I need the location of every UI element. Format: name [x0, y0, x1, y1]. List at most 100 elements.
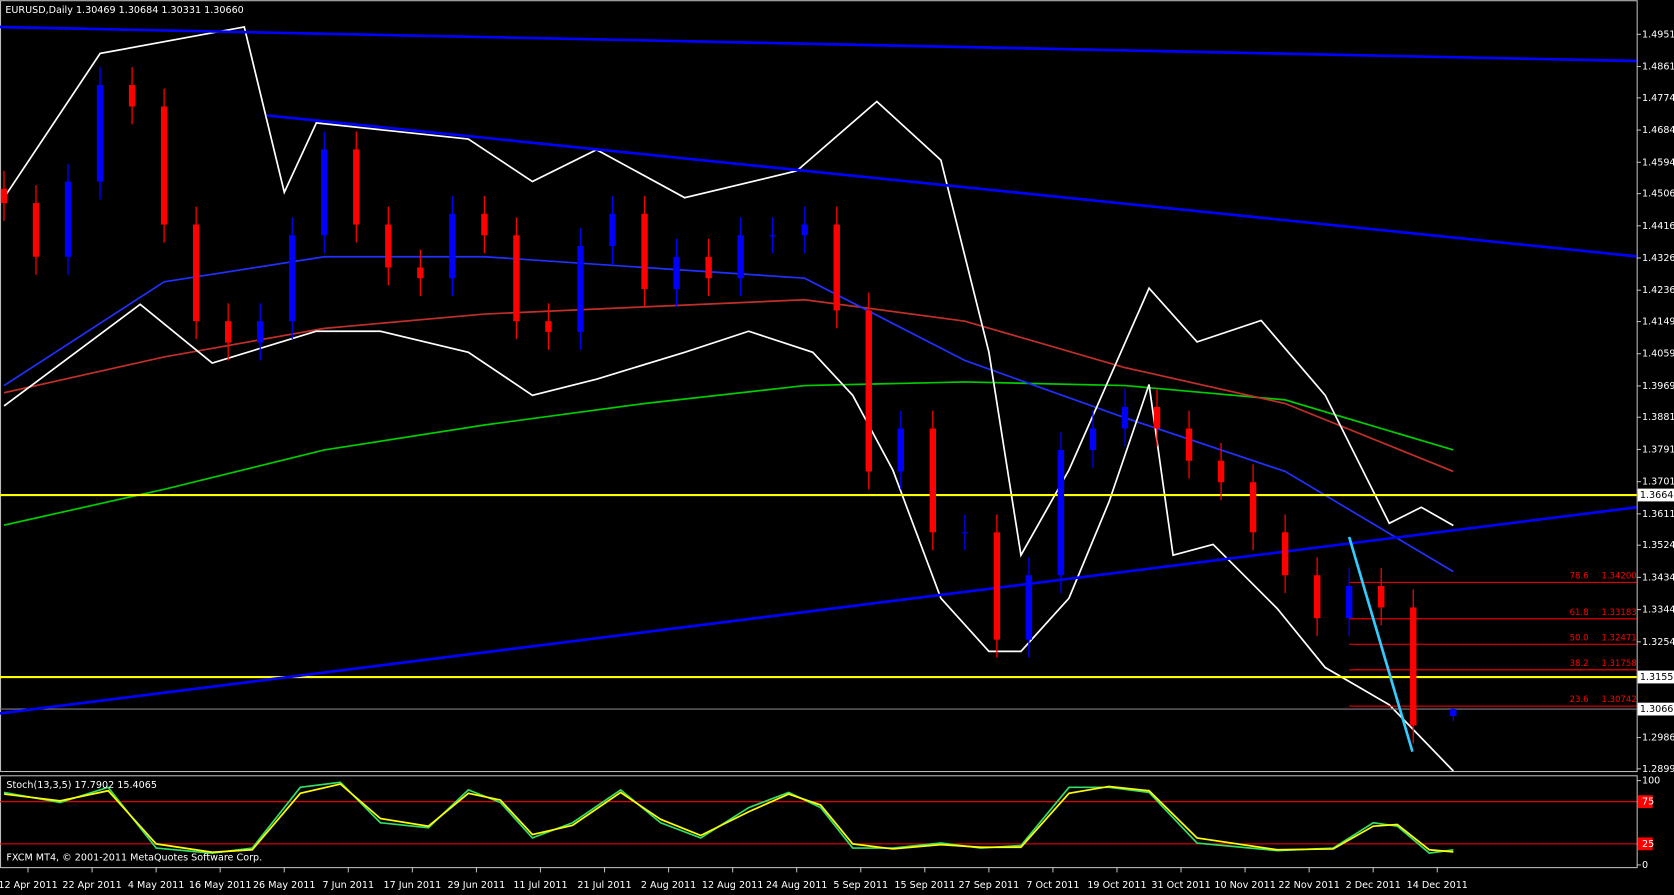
candle-body: [577, 246, 584, 332]
fib-price-label: 1.31758: [1601, 659, 1636, 669]
x-tick-label: 12 Apr 2011: [0, 880, 58, 891]
y-tick-label: 1.37915: [1642, 444, 1674, 455]
candle-body: [192, 224, 200, 322]
price-layer: 1.49515 1.48615 1.47740 1.46840 1.45940 1.450…: [0, 25, 1674, 891]
trendline: [0, 25, 1637, 63]
y-tick-label: 1.46840: [1642, 125, 1674, 136]
candle-body: [481, 213, 488, 236]
candle-body: [1410, 607, 1417, 726]
y-tick-label: 1.47740: [1642, 93, 1674, 104]
y-tick-label: 1.36115: [1642, 509, 1674, 520]
candle-body: [545, 321, 552, 332]
stoch-panel: [0, 775, 1638, 869]
candle-body: [1450, 709, 1457, 716]
candle-body: [1185, 428, 1193, 461]
indicator-line: [3, 25, 1454, 558]
x-tick-label: 26 May 2011: [253, 880, 316, 891]
candle-body: [32, 203, 40, 257]
stoch-line: [3, 781, 1454, 854]
y-tick-label: 0: [1642, 860, 1648, 871]
price-label-box: [1637, 488, 1674, 502]
candle-body: [609, 213, 616, 247]
price-label: 1.36642: [1640, 490, 1674, 501]
x-tick-label: 2 Aug 2011: [641, 880, 696, 891]
x-tick-label: 22 Nov 2011: [1278, 880, 1339, 891]
stoch-line: [3, 783, 1454, 854]
candle-body: [0, 188, 8, 204]
x-tick-label: 4 May 2011: [128, 880, 184, 891]
candle-body: [1025, 575, 1033, 640]
candle-body: [833, 224, 840, 311]
candle-body: [705, 256, 712, 279]
y-tick-label: 1.29865: [1642, 733, 1674, 744]
y-tick-label: 1.34340: [1642, 572, 1674, 583]
candle-body: [160, 106, 168, 225]
x-tick-label: 10 Nov 2011: [1214, 880, 1275, 891]
y-tick-label: 1.44165: [1642, 221, 1674, 232]
stoch-signal-value: 15.4065: [117, 780, 157, 791]
candle-body: [1313, 575, 1321, 619]
candle-body: [1057, 449, 1065, 576]
y-tick-label: 1.43265: [1642, 253, 1674, 264]
x-tick-label: 21 Jul 2011: [577, 880, 631, 891]
candle-body: [737, 235, 744, 279]
indicator-line: [3, 303, 1454, 772]
y-tick-label: 1.40590: [1642, 349, 1674, 360]
price-label-box: [1637, 670, 1674, 684]
x-tick-label: 19 Oct 2011: [1087, 880, 1146, 891]
stoch-main-value: 17.7902: [75, 780, 115, 791]
x-tick-label: 31 Oct 2011: [1151, 880, 1210, 891]
fib-level-label: 61.8: [1570, 608, 1589, 618]
y-tick-label: 1.48615: [1642, 62, 1674, 73]
chart-title: EURUSD,Daily 1.30469 1.30684 1.30331 1.3…: [5, 5, 243, 16]
x-tick-label: 2 Dec 2011: [1346, 880, 1401, 891]
candle-body: [1378, 585, 1385, 608]
y-tick-label: 1.28990: [1642, 764, 1674, 775]
y-tick-label: 1.41490: [1642, 317, 1674, 328]
fib-price-label: 1.30742: [1601, 695, 1636, 705]
candle-body: [385, 224, 392, 268]
y-tick-label: 1.45065: [1642, 189, 1674, 200]
candle-body: [961, 532, 969, 534]
trendline: [1347, 536, 1414, 753]
y-tick-label: 1.39690: [1642, 381, 1674, 392]
y-tick-label: 1.38815: [1642, 412, 1674, 423]
candle-body: [1249, 482, 1257, 533]
fib-level-label: 23.6: [1570, 695, 1589, 705]
y-tick-label: 1.42365: [1642, 285, 1674, 296]
y-tick-label: 75: [1642, 797, 1654, 808]
fib-level-label: 78.6: [1570, 571, 1589, 581]
current-price-label: 1.30660: [1640, 704, 1674, 715]
candle-body: [801, 224, 808, 236]
candle-body: [449, 213, 456, 279]
x-tick-label: 14 Dec 2011: [1407, 880, 1468, 891]
y-tick-label: 1.32540: [1642, 637, 1674, 648]
y-tick-label: 100: [1642, 776, 1660, 787]
candle-body: [513, 235, 520, 322]
candle-body: [897, 428, 904, 472]
y-tick-label: 1.37015: [1642, 477, 1674, 488]
level-label-box: [1637, 837, 1653, 851]
candle-body: [321, 149, 328, 236]
trendline: [0, 505, 1637, 715]
x-tick-label: 15 Sep 2011: [894, 880, 955, 891]
stoch-layer: 0 25 75 100: [0, 776, 1660, 871]
candle-body: [353, 149, 360, 225]
x-tick-label: 12 Aug 2011: [702, 880, 763, 891]
fib-level-label: 38.2: [1570, 659, 1589, 669]
level-label-box: [1637, 795, 1653, 809]
candle-body: [1089, 428, 1097, 450]
indicator-line: [3, 298, 1454, 473]
fib-level-label: 50.0: [1570, 633, 1589, 643]
candle-body: [289, 235, 296, 322]
candle-body: [224, 321, 232, 343]
indicator-line: [3, 381, 1454, 526]
candle-body: [417, 267, 424, 279]
y-tick-label: 1.35240: [1642, 540, 1674, 551]
candle-body: [769, 235, 776, 237]
candle-body: [257, 321, 264, 343]
candle-body: [1217, 460, 1225, 483]
candle-body: [1345, 585, 1353, 619]
fib-price-label: 1.34200: [1601, 571, 1636, 581]
